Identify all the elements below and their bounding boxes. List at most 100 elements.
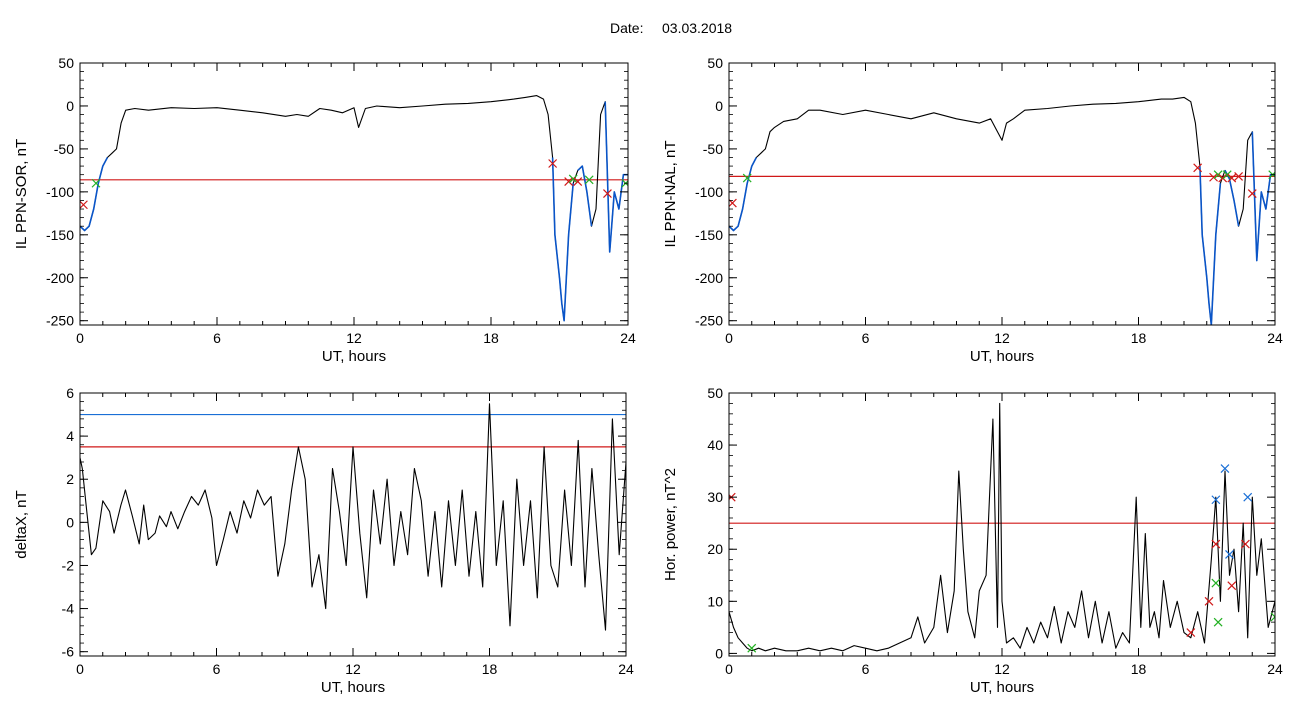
y-tick-label-4: 40 (707, 437, 723, 453)
marker-3 (1209, 172, 1218, 182)
y-tick-label-1: -4 (62, 601, 75, 617)
chart-panel-p2: 0 6 12 18 24 -250 -200 -150 -100 -50 0 50 UT, hours I… (662, 55, 1283, 365)
series-line-0 (729, 96, 1275, 325)
x-tick-label-1: 6 (213, 330, 221, 346)
y-tick-label-0: -6 (62, 644, 75, 660)
highlight-segment-2 (577, 165, 593, 227)
y-tick-label-3: -100 (46, 184, 74, 200)
marker-3 (1204, 596, 1214, 606)
x-tick-label-4: 24 (1267, 330, 1283, 346)
x-axis-label: UT, hours (321, 679, 385, 696)
plot-frame (79, 392, 627, 657)
x-axis-label: UT, hours (970, 679, 1034, 696)
marker-5 (1218, 173, 1228, 183)
x-tick-label-0: 0 (76, 661, 84, 677)
series-line-0 (80, 403, 626, 631)
title-date: 03.03.2018 (662, 20, 732, 36)
marker-5 (1211, 578, 1221, 588)
marker-8 (1234, 171, 1244, 181)
series-line-0 (80, 95, 628, 322)
x-tick-label-1: 6 (213, 661, 221, 677)
y-tick-label-2: 20 (707, 541, 723, 557)
marker-2 (1186, 628, 1196, 637)
y-tick-label-4: -50 (703, 141, 723, 157)
marker-6 (1222, 170, 1232, 180)
figure-title: Date: 03.03.2018 (610, 20, 732, 36)
x-tick-label-0: 0 (76, 330, 84, 346)
y-tick-label-4: -50 (54, 141, 74, 157)
y-axis-label: Hor. power, nT^2 (662, 468, 679, 581)
x-tick-label-3: 18 (483, 330, 499, 346)
title-label: Date: (610, 20, 643, 36)
y-tick-label-3: 30 (707, 489, 723, 505)
x-tick-label-3: 18 (1131, 330, 1147, 346)
y-tick-label-5: 0 (66, 98, 74, 114)
y-tick-label-3: 0 (66, 514, 74, 530)
x-tick-label-1: 6 (862, 330, 870, 346)
marker-7 (603, 189, 612, 198)
y-tick-label-5: 50 (707, 385, 723, 401)
y-tick-label-3: -100 (695, 184, 723, 200)
y-tick-label-6: 50 (707, 55, 723, 71)
plot-area (729, 402, 1275, 653)
plot-area (80, 403, 626, 631)
plot-area (729, 96, 1275, 325)
y-tick-label-2: -150 (695, 227, 723, 243)
chart-panel-p1: 0 6 12 18 24 -250 -200 -150 -100 -50 0 50 UT, hours I… (13, 55, 636, 365)
x-axis-label: UT, hours (970, 348, 1034, 365)
y-tick-label-2: -2 (62, 557, 75, 573)
y-axis-label: IL PPN-NAL, nT (662, 141, 679, 248)
plot-area (80, 95, 628, 322)
marker-11 (1243, 492, 1253, 502)
x-tick-label-2: 12 (346, 330, 362, 346)
x-tick-label-4: 24 (1267, 661, 1283, 677)
x-tick-label-4: 24 (620, 330, 636, 346)
highlight-segment-0 (729, 157, 758, 232)
marker-3 (564, 177, 574, 186)
plot-frame (728, 392, 1276, 657)
marker-1 (742, 173, 752, 183)
marker-6 (1213, 617, 1223, 627)
marker-5 (573, 177, 583, 186)
marker-0 (80, 200, 88, 210)
x-axis-label: UT, hours (322, 348, 386, 365)
x-tick-label-1: 6 (862, 661, 870, 677)
highlight-segment-0 (80, 157, 109, 232)
x-tick-label-0: 0 (725, 661, 733, 677)
marker-7 (1227, 173, 1237, 183)
y-tick-label-1: -200 (46, 270, 74, 286)
x-tick-label-3: 18 (482, 661, 498, 677)
chart-panel-p4: 0 6 12 18 24 0 10 20 30 40 50 UT, hours Hor. power, … (662, 385, 1283, 696)
marker-12 (1241, 539, 1250, 549)
highlight-segment-1 (551, 157, 574, 322)
y-tick-label-0: 0 (715, 645, 723, 661)
x-tick-label-2: 12 (994, 661, 1010, 677)
marker-4 (1211, 539, 1221, 549)
highlight-segment-3 (604, 101, 628, 253)
y-axis-label: IL PPN-SOR, nT (13, 139, 30, 249)
y-tick-label-1: -200 (695, 270, 723, 286)
y-tick-label-2: -150 (46, 227, 74, 243)
series-line-0 (729, 402, 1275, 652)
marker-4 (1213, 170, 1223, 180)
y-tick-label-0: -250 (46, 313, 74, 329)
marker-9 (1225, 550, 1234, 559)
plot-frame (79, 62, 629, 326)
plot-frame (728, 62, 1276, 326)
highlight-segment-3 (1251, 131, 1275, 262)
marker-2 (1193, 163, 1203, 173)
y-tick-label-1: 10 (707, 593, 723, 609)
marker-6 (584, 175, 594, 185)
x-tick-label-0: 0 (725, 330, 733, 346)
y-tick-label-6: 6 (66, 385, 74, 401)
marker-1 (91, 178, 101, 188)
marker-2 (548, 159, 558, 168)
x-tick-label-4: 24 (618, 661, 634, 677)
y-tick-label-5: 4 (66, 428, 74, 444)
marker-7 (1211, 495, 1221, 505)
marker-1 (747, 643, 757, 653)
x-tick-label-3: 18 (1131, 661, 1147, 677)
